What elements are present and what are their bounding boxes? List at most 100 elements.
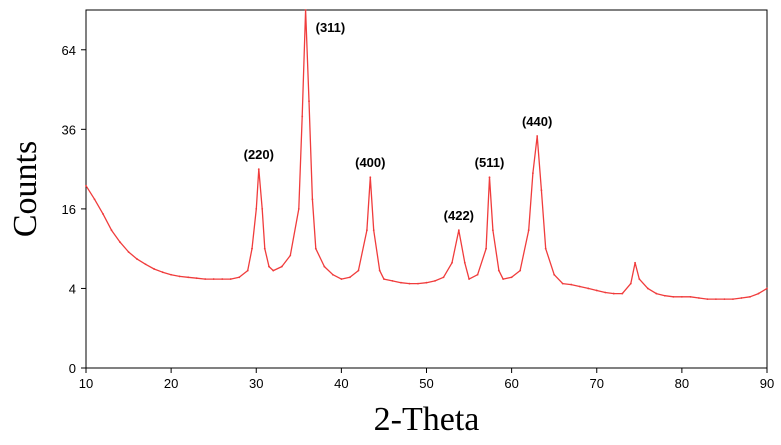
data-point	[442, 276, 445, 279]
data-point	[366, 229, 368, 232]
data-point	[369, 176, 372, 179]
data-point	[451, 261, 453, 264]
peak-label: (440)	[522, 114, 552, 129]
data-point	[229, 278, 232, 280]
data-point	[527, 229, 530, 232]
data-point	[268, 265, 270, 268]
data-point	[532, 172, 534, 175]
y-tick-label: 0	[69, 361, 76, 376]
x-tick-label: 40	[334, 376, 348, 391]
data-point	[308, 100, 310, 103]
peak-label: (400)	[355, 155, 385, 170]
data-point	[553, 273, 556, 276]
y-axis-title: Counts	[7, 141, 44, 237]
data-point	[195, 277, 198, 280]
data-point	[311, 198, 314, 201]
data-point	[749, 295, 751, 298]
data-point	[417, 282, 419, 285]
y-tick-label: 16	[62, 202, 76, 217]
data-point	[212, 278, 215, 280]
data-point	[488, 176, 491, 179]
data-point	[257, 168, 260, 171]
data-point	[331, 273, 334, 276]
data-point	[170, 273, 173, 276]
data-point	[246, 269, 249, 272]
data-point	[612, 292, 615, 295]
x-tick-label: 80	[675, 376, 689, 391]
y-tick-label: 4	[69, 281, 76, 296]
data-point	[161, 271, 164, 274]
data-point	[570, 283, 573, 286]
data-point	[408, 282, 411, 285]
data-point	[604, 291, 607, 294]
data-point	[297, 207, 300, 210]
data-point	[485, 247, 487, 250]
data-point	[476, 273, 479, 276]
data-point	[221, 278, 224, 280]
data-point	[425, 281, 428, 284]
data-point	[510, 276, 513, 279]
data-point	[340, 278, 343, 280]
series-layer	[85, 9, 768, 301]
x-tick-label: 60	[504, 376, 518, 391]
data-point	[178, 275, 181, 278]
data-point	[502, 278, 505, 280]
series-line	[85, 9, 768, 300]
x-tick-label: 70	[590, 376, 604, 391]
data-point	[93, 198, 96, 201]
peak-labels: (220) (311) (400) (422) (511) (440)	[244, 20, 553, 223]
data-point	[261, 207, 264, 210]
data-point	[723, 298, 726, 301]
data-point	[378, 269, 381, 272]
data-point	[153, 268, 156, 270]
y-tick-label: 64	[62, 43, 76, 58]
data-point	[251, 247, 253, 250]
data-point	[85, 184, 87, 187]
data-point	[757, 292, 760, 295]
x-tick-label: 90	[760, 376, 774, 391]
data-point	[127, 251, 130, 253]
x-axis: 10 20 30 40 50 60 70 80 90	[79, 368, 774, 391]
data-point	[587, 287, 590, 290]
data-point	[655, 292, 658, 295]
data-point	[491, 229, 494, 232]
data-point	[629, 282, 632, 285]
plot-frame	[85, 9, 768, 369]
peak-label: (220)	[244, 147, 274, 162]
data-point	[187, 276, 190, 279]
data-point	[680, 295, 683, 298]
data-point	[255, 207, 258, 210]
x-tick-label: 20	[164, 376, 178, 391]
data-point	[766, 287, 768, 290]
data-point	[391, 279, 394, 282]
data-point	[578, 285, 581, 288]
peak-label: (511)	[475, 155, 505, 170]
data-point	[383, 278, 385, 280]
data-point	[638, 278, 641, 280]
data-point	[263, 247, 266, 250]
peak-label: (422)	[444, 208, 474, 223]
data-point	[272, 269, 275, 272]
data-point	[372, 229, 375, 232]
data-point	[323, 265, 326, 268]
data-point	[536, 135, 539, 137]
data-point	[400, 281, 402, 284]
data-point	[348, 276, 351, 279]
x-axis-title: 2-Theta	[374, 401, 480, 438]
data-point	[519, 269, 522, 272]
y-axis: 0 4 16 36 64	[62, 43, 86, 376]
data-point	[119, 241, 121, 244]
data-point	[672, 295, 675, 298]
data-point	[732, 298, 734, 301]
data-point	[561, 282, 564, 285]
data-point	[706, 298, 709, 301]
data-point	[715, 298, 717, 301]
data-point	[110, 229, 113, 232]
data-point	[621, 292, 624, 295]
data-point	[698, 297, 700, 299]
data-point	[634, 261, 636, 264]
peak-label: (311)	[316, 20, 346, 35]
data-point	[457, 229, 460, 232]
data-point	[463, 261, 466, 264]
data-point	[689, 295, 692, 298]
